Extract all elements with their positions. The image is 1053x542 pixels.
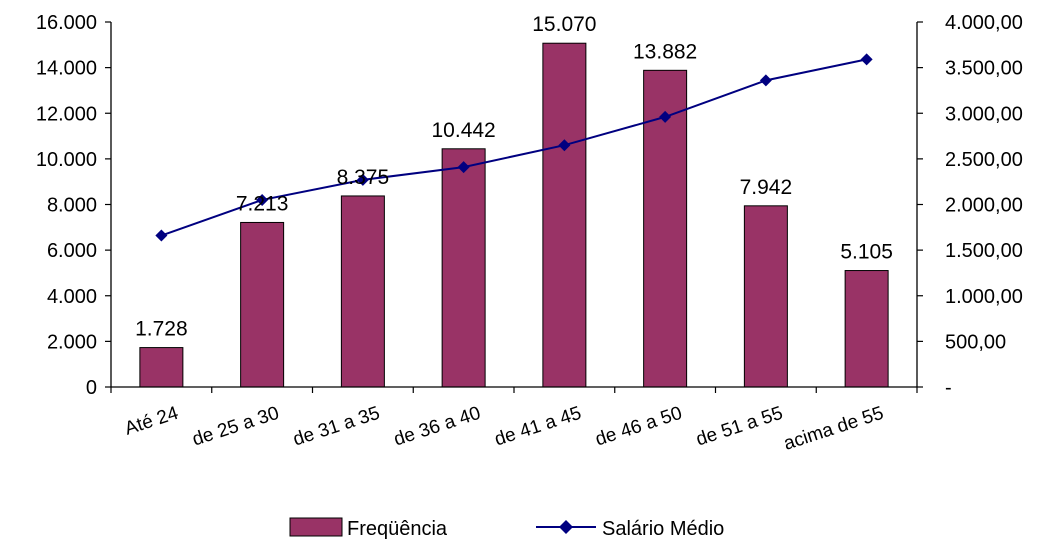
x-category-label: de 41 a 45 [492,403,584,451]
x-category-label: de 31 a 35 [291,403,383,451]
bar [240,221,285,388]
legend-label-bar: Freqüência [347,518,448,540]
bar [139,347,184,388]
right-tick-label: 2.000,00 [945,195,1023,217]
right-tick-label: - [945,377,952,399]
line-point [759,74,772,87]
bar [441,148,486,388]
left-y-axis: 0 2.000 4.000 6.000 8.000 10.000 12.000 14.000 1… [36,12,112,399]
x-axis: Até 24 de 25 a 30 de 31 a 35 de 36 a 40 de 4… [110,386,918,455]
bar-data-label: 15.070 [532,13,596,36]
left-tick-label: 10.000 [36,149,97,171]
right-tick-label: 3.500,00 [945,58,1023,80]
left-tick-label: 4.000 [47,286,97,308]
bar-data-label: 7.213 [236,192,289,215]
x-category-label: de 46 a 50 [593,403,685,451]
right-tick-label: 3.000,00 [945,103,1023,125]
x-category-label: de 51 a 55 [694,403,786,451]
salary-line [161,58,867,237]
x-category-label: de 25 a 30 [190,403,282,451]
line-point [659,110,672,123]
right-tick-label: 500,00 [945,331,1006,353]
left-tick-label: 14.000 [36,58,97,80]
left-tick-label: 12.000 [36,103,97,125]
legend-swatch-bar [289,517,343,537]
bar-data-labels: 1.728 7.213 8.375 10.442 15.070 13.882 7.942 5.… [135,13,893,340]
right-tick-label: 1.500,00 [945,240,1023,262]
left-tick-label: 8.000 [47,195,97,217]
bar-data-label: 5.105 [840,241,893,264]
bar [542,42,587,388]
bar-series [139,42,889,388]
line-point [860,53,873,66]
legend-label-line: Salário Médio [602,518,724,540]
legend: Freqüência Salário Médio [289,517,724,540]
left-tick-label: 16.000 [36,12,97,34]
bar-data-label: 13.882 [633,40,697,63]
x-category-label: Até 24 [122,403,181,440]
bar [340,195,385,388]
left-tick-label: 2.000 [47,331,97,353]
bar-data-label: 10.442 [432,119,496,142]
line-point [256,193,269,206]
x-category-label: acima de 55 [781,403,886,455]
right-y-axis: - 500,00 1.000,00 1.500,00 2.000,00 2.500,00 3… [916,12,1023,399]
line-series [155,53,873,242]
line-point [558,139,571,152]
legend-marker [559,520,573,534]
left-tick-label: 0 [86,377,97,399]
right-tick-label: 4.000,00 [945,12,1023,34]
left-tick-label: 6.000 [47,240,97,262]
line-point [155,229,168,242]
bar-data-label: 1.728 [135,318,188,341]
x-category-label: de 36 a 40 [391,403,483,451]
right-tick-label: 2.500,00 [945,149,1023,171]
bar [844,270,889,388]
line-point [457,161,470,174]
bar-data-label: 7.942 [740,176,793,199]
bar-data-label: 8.375 [337,166,390,189]
line-point [356,173,369,186]
bar [743,205,788,388]
right-tick-label: 1.000,00 [945,286,1023,308]
